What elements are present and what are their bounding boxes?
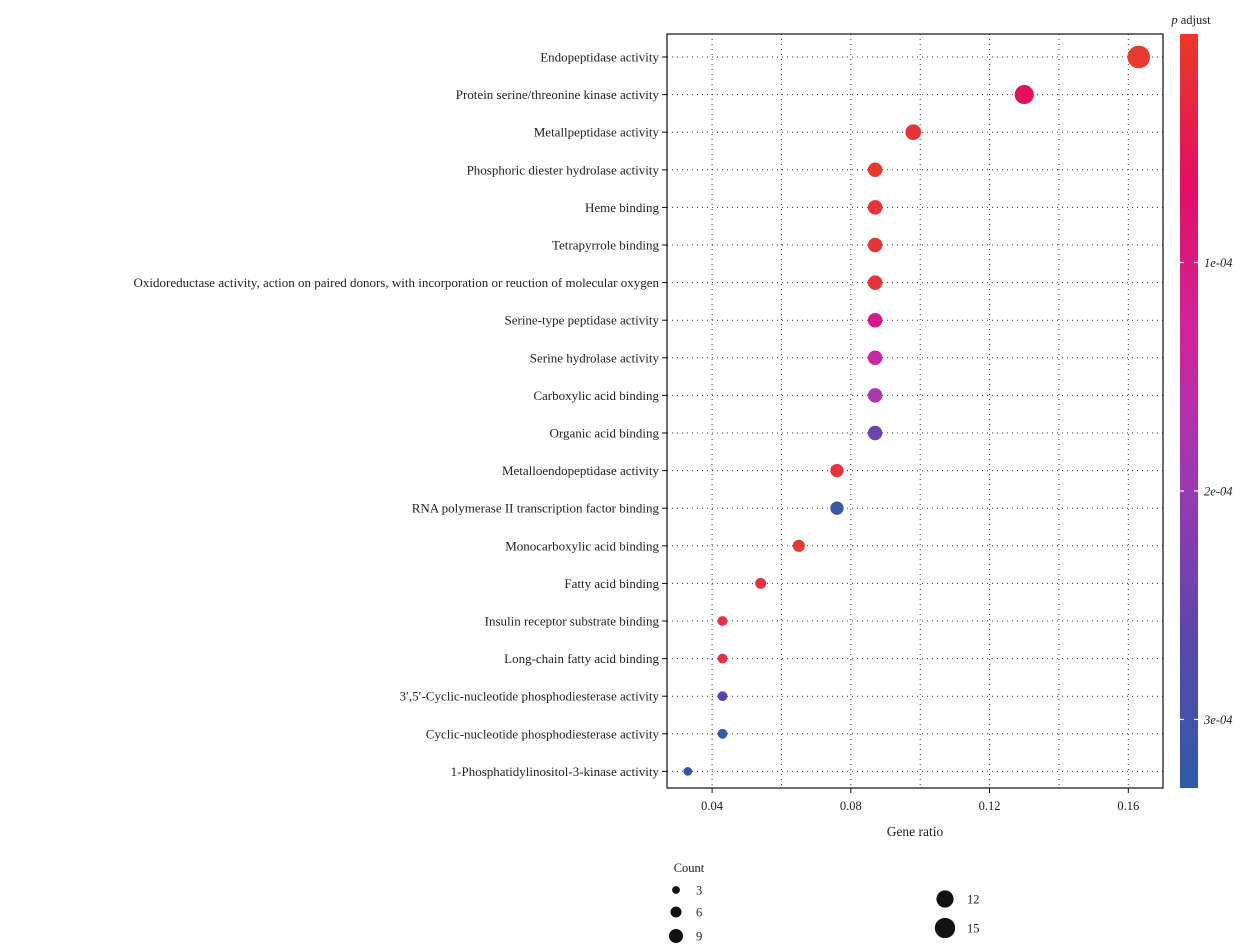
x-axis-ticks: 0.04 0.08 0.12 0.16	[701, 788, 1139, 813]
data-point	[1014, 85, 1034, 105]
category-label: Phosphoric diester hydrolase activity	[467, 162, 660, 177]
color-legend-title-italic: p	[1170, 13, 1177, 27]
category-label: Serine-type peptidase activity	[504, 313, 659, 328]
x-tick-label: 0.12	[979, 799, 1001, 813]
size-legend-label: 3	[696, 884, 702, 898]
data-point	[755, 577, 767, 589]
data-point	[867, 312, 883, 328]
data-point	[867, 200, 883, 215]
size-legend-dot	[934, 917, 956, 939]
category-label: Endopeptidase activity	[540, 50, 659, 65]
category-label: Protein serine/threonine kinase activity	[456, 87, 660, 102]
color-legend: p adjust 1e-04 2e-04 3e-04	[1170, 13, 1232, 788]
data-point	[867, 237, 883, 253]
size-legend-label: 6	[696, 906, 702, 920]
data-point	[1127, 45, 1151, 69]
size-legend: Count 3 6 9 12 15	[668, 861, 980, 944]
category-label: Cyclic-nucleotide phosphodiesterase acti…	[426, 726, 660, 741]
x-tick-label: 0.08	[840, 799, 862, 813]
category-label: RNA polymerase II transcription factor b…	[412, 501, 660, 516]
category-label: Tetrapyrrole binding	[552, 238, 660, 253]
color-legend-title: p adjust	[1170, 13, 1211, 27]
color-tick-label: 3e-04	[1203, 713, 1232, 727]
category-label: Fatty acid binding	[564, 576, 659, 591]
size-legend-label: 12	[967, 893, 980, 907]
data-point	[717, 728, 728, 739]
data-points	[683, 45, 1151, 776]
category-label: Metalloendopeptidase activity	[502, 463, 660, 478]
category-label: Long-chain fatty acid binding	[504, 651, 659, 666]
category-labels: Endopeptidase activity Protein serine/thr…	[134, 50, 667, 779]
category-label: 1-Phosphatidylinositol-3-kinase activity	[451, 764, 660, 779]
category-label: Metallpeptidase activity	[534, 125, 660, 140]
category-label: 3′,5′-Cyclic-nucleotide phosphodiesteras…	[400, 689, 660, 704]
data-point	[905, 124, 922, 141]
size-legend-label: 9	[696, 930, 702, 944]
size-legend-dot	[668, 928, 684, 944]
size-legend-dot	[672, 886, 680, 894]
data-point	[717, 653, 728, 664]
grid-lines	[667, 34, 1163, 788]
plot-frame	[666, 33, 1164, 789]
data-point	[683, 767, 693, 776]
color-tick-label: 1e-04	[1204, 256, 1232, 270]
category-label: Serine hydrolase activity	[530, 350, 660, 365]
x-axis-title: Gene ratio	[887, 824, 944, 839]
data-point	[717, 691, 728, 702]
data-point	[792, 539, 805, 552]
data-point	[830, 501, 844, 515]
data-point	[867, 388, 883, 403]
color-bar	[1180, 34, 1198, 788]
data-point	[867, 275, 883, 290]
category-label: Carboxylic acid binding	[533, 388, 659, 403]
size-legend-dot	[936, 890, 954, 908]
size-legend-label: 15	[967, 922, 980, 936]
category-label: Monocarboxylic acid binding	[505, 538, 659, 553]
category-label: Insulin receptor substrate binding	[485, 614, 660, 629]
category-label: Oxidoreductase activity, action on paire…	[134, 275, 660, 290]
data-point	[717, 616, 728, 626]
x-tick-label: 0.04	[701, 799, 724, 813]
data-point	[867, 162, 883, 178]
category-label: Organic acid binding	[549, 426, 659, 441]
x-tick-label: 0.16	[1117, 799, 1139, 813]
color-legend-title-rest: adjust	[1178, 13, 1212, 27]
category-label: Heme binding	[585, 200, 660, 215]
data-point	[867, 425, 883, 441]
size-legend-title: Count	[674, 861, 705, 875]
color-tick-label: 2e-04	[1204, 484, 1232, 498]
data-point	[867, 350, 883, 366]
size-legend-dot	[670, 906, 682, 918]
data-point	[830, 463, 844, 478]
